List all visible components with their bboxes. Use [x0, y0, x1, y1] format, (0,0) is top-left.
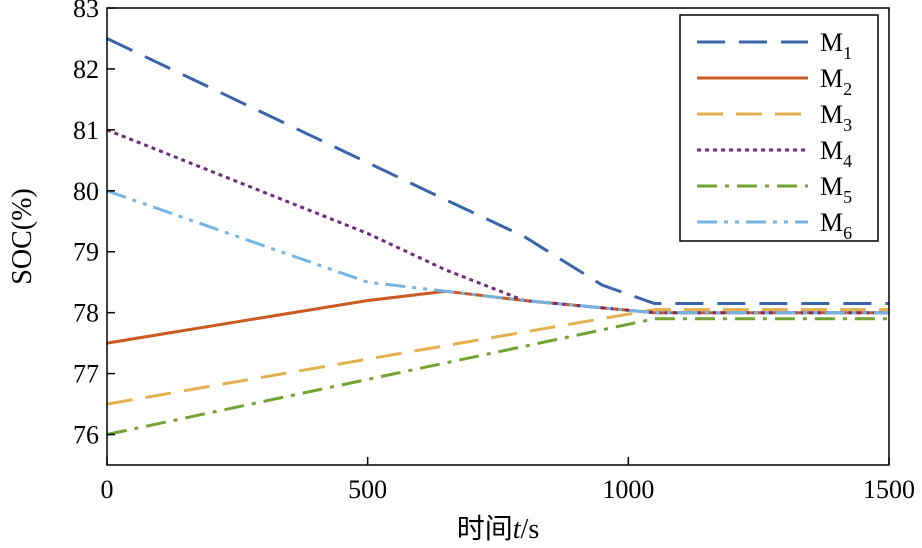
y-tick-label: 83: [73, 0, 99, 23]
plot-frame: [106, 7, 890, 466]
series-layer: [106, 37, 889, 436]
series-line-m1: [106, 37, 889, 305]
y-tick-label: 81: [73, 116, 99, 145]
x-title-unit: /s: [521, 514, 540, 545]
x-tick-label: 0: [101, 475, 114, 504]
x-tick-label: 1500: [863, 475, 915, 504]
y-tick-label: 77: [73, 360, 99, 389]
ticks-layer: 0 500 1000 1500 76 77 78 79 80 81 82 83: [73, 0, 915, 504]
y-axis-title: SOC(%): [7, 188, 38, 284]
legend-label-m1: M1: [820, 28, 852, 63]
series-line-m4: [106, 128, 889, 315]
legend-box: [679, 14, 879, 242]
x-tick-label: 500: [348, 475, 387, 504]
legend-label-m6: M6: [820, 208, 852, 243]
legend-label-m5: M5: [820, 172, 852, 207]
y-tick-label: 80: [73, 177, 99, 206]
y-tick-label: 82: [73, 55, 99, 84]
y-tick-label: 79: [73, 238, 99, 267]
series-line-m3: [106, 308, 889, 406]
legend-label-m2: M2: [820, 64, 852, 99]
legend-label-m4: M4: [820, 136, 852, 171]
x-axis-title: 时间t/s: [457, 513, 539, 545]
y-tick-label: 76: [73, 421, 99, 450]
x-title-var: t: [513, 514, 522, 545]
x-title-part: 时间: [457, 513, 513, 545]
x-tick-label: 1000: [602, 475, 654, 504]
legend-label-m3: M3: [820, 100, 852, 135]
series-line-m6: [106, 189, 889, 315]
y-tick-label: 78: [73, 299, 99, 328]
